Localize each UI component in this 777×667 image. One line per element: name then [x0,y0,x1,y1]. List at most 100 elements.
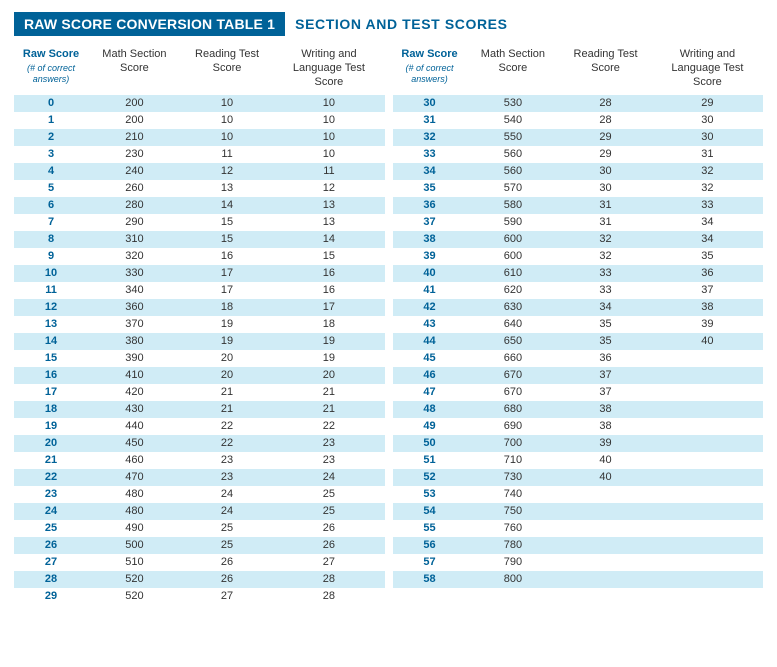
cell-math-score: 320 [88,248,181,265]
cell-raw-score: 38 [393,231,467,248]
table-row: 52601312 [14,180,385,197]
cell-math-score: 340 [88,282,181,299]
cell-writing-score: 18 [273,316,384,333]
cell-raw-score: 12 [14,299,88,316]
cell-reading-score: 38 [559,418,652,435]
cell-math-score: 540 [467,112,560,129]
cell-reading-score: 30 [559,180,652,197]
cell-writing-score: 26 [273,537,384,554]
table-row: 164102020 [14,367,385,384]
cell-writing-score: 40 [652,333,763,350]
table-row: 12001010 [14,112,385,129]
cell-math-score: 560 [467,163,560,180]
title-label: SECTION AND TEST SCORES [295,16,507,32]
header-reading: Reading Test Score [559,48,652,76]
cell-raw-score: 30 [393,95,467,112]
header-math: Math Section Score [467,48,560,76]
cell-reading-score: 22 [181,435,274,452]
cell-math-score: 780 [467,537,560,554]
cell-math-score: 440 [88,418,181,435]
cell-reading-score: 37 [559,384,652,401]
table-row: 254902526 [14,520,385,537]
cell-raw-score: 1 [14,112,88,129]
cell-reading-score: 40 [559,452,652,469]
cell-raw-score: 42 [393,299,467,316]
cell-raw-score: 17 [14,384,88,401]
cell-reading-score: 25 [181,520,274,537]
cell-raw-score: 50 [393,435,467,452]
table-row: 184302121 [14,401,385,418]
cell-writing-score: 19 [273,333,384,350]
cell-reading-score: 36 [559,350,652,367]
cell-reading-score: 10 [181,112,274,129]
table-row: 446503540 [393,333,764,350]
cell-raw-score: 44 [393,333,467,350]
cell-raw-score: 47 [393,384,467,401]
header-raw-main: Raw Score [23,48,79,60]
cell-math-score: 200 [88,95,181,112]
cell-writing-score: 10 [273,112,384,129]
cell-math-score: 210 [88,129,181,146]
cell-writing-score: 14 [273,231,384,248]
cell-reading-score: 40 [559,469,652,486]
cell-raw-score: 20 [14,435,88,452]
cell-raw-score: 28 [14,571,88,588]
cell-raw-score: 7 [14,214,88,231]
table-row: 375903134 [393,214,764,231]
cell-reading-score: 18 [181,299,274,316]
cell-math-score: 280 [88,197,181,214]
cell-raw-score: 19 [14,418,88,435]
table-row: 32301110 [14,146,385,163]
cell-reading-score: 17 [181,265,274,282]
table-row: 315402830 [393,112,764,129]
cell-raw-score: 27 [14,554,88,571]
cell-reading-score: 24 [181,486,274,503]
table-header: Raw Score (# of correct answers) Math Se… [14,44,385,95]
cell-math-score: 580 [467,197,560,214]
table-body-right: 3053028293154028303255029303356029313456… [393,95,764,588]
title-badge: RAW SCORE CONVERSION TABLE 1 [14,12,285,36]
cell-math-score: 560 [467,146,560,163]
table-row: 72901513 [14,214,385,231]
cell-raw-score: 57 [393,554,467,571]
cell-writing-score: 13 [273,214,384,231]
cell-reading-score: 39 [559,435,652,452]
cell-raw-score: 29 [14,588,88,605]
cell-raw-score: 41 [393,282,467,299]
table-row: 365803133 [393,197,764,214]
cell-raw-score: 11 [14,282,88,299]
cell-raw-score: 25 [14,520,88,537]
cell-writing-score: 26 [273,520,384,537]
cell-math-score: 360 [88,299,181,316]
cell-raw-score: 36 [393,197,467,214]
table-row: 416203337 [393,282,764,299]
cell-raw-score: 33 [393,146,467,163]
cell-math-score: 520 [88,571,181,588]
cell-writing-score: 34 [652,231,763,248]
cell-raw-score: 37 [393,214,467,231]
cell-reading-score: 37 [559,367,652,384]
cell-reading-score: 26 [181,571,274,588]
table-row: 113401716 [14,282,385,299]
cell-writing-score: 30 [652,129,763,146]
cell-math-score: 740 [467,486,560,503]
table-row: 4767037 [393,384,764,401]
table-row: 4969038 [393,418,764,435]
cell-writing-score: 29 [652,95,763,112]
table-row: 42401211 [14,163,385,180]
table-row: 4868038 [393,401,764,418]
table-row: 194402222 [14,418,385,435]
cell-writing-score: 32 [652,180,763,197]
cell-writing-score: 19 [273,350,384,367]
cell-reading-score: 30 [559,163,652,180]
cell-raw-score: 54 [393,503,467,520]
cell-raw-score: 32 [393,129,467,146]
cell-writing-score: 23 [273,435,384,452]
table-row: 56780 [393,537,764,554]
cell-writing-score: 23 [273,452,384,469]
cell-math-score: 290 [88,214,181,231]
cell-writing-score: 28 [273,571,384,588]
cell-raw-score: 6 [14,197,88,214]
cell-reading-score: 27 [181,588,274,605]
cell-math-score: 570 [467,180,560,197]
